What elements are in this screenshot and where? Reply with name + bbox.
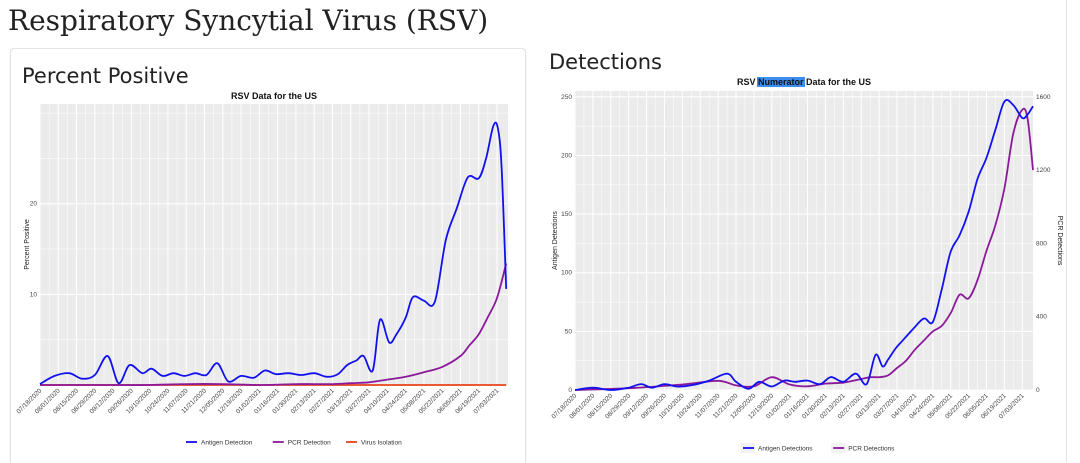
y2-tick-label: 400 <box>1036 314 1047 321</box>
percent-positive-heading: Percent Positive <box>22 64 189 88</box>
y-axis-label: Antigen Detections <box>552 211 559 270</box>
y-tick-label: 200 <box>561 152 572 159</box>
plot-panel <box>40 104 508 385</box>
detections-chart: RSV Numerator Data for the US07/18/20200… <box>550 77 1063 453</box>
percent-positive-chart: RSV Data for the US07/18/202008/01/20200… <box>15 91 508 447</box>
y-tick-label: 20 <box>30 201 38 208</box>
legend-item: Antigen Detections <box>741 443 813 453</box>
chart-title: RSV Data for the US <box>231 91 317 101</box>
y-tick-label: 50 <box>565 328 573 335</box>
y-tick-label: 250 <box>561 94 572 101</box>
legend-label: Virus Isolation <box>361 440 402 447</box>
legend-item: Virus Isolation <box>346 440 402 447</box>
y-axis-label: Percent Positive <box>24 219 31 270</box>
title-part: RSV <box>737 77 758 87</box>
legend-item: PCR Detection <box>272 440 331 447</box>
y2-tick-label: 0 <box>1036 387 1040 394</box>
legend-label: PCR Detection <box>288 440 331 447</box>
series-line-antigen-detections <box>574 99 1034 391</box>
y2-tick-label: 800 <box>1036 240 1047 247</box>
series-line-pcr-detections <box>574 107 1034 391</box>
series-line-pcr-detection <box>40 263 508 386</box>
y2-tick-label: 1200 <box>1036 167 1051 174</box>
y-tick-label: 100 <box>561 270 572 277</box>
y-tick-label: 10 <box>30 291 38 298</box>
detections-heading: Detections <box>549 50 662 74</box>
chart-title: RSV Numerator Data for the US <box>737 77 871 87</box>
panel-divider <box>1066 0 1067 462</box>
y-tick-label: 150 <box>561 211 572 218</box>
title-highlight-box <box>756 77 805 87</box>
series-line-antigen-detection <box>39 121 508 385</box>
legend-item: Antigen Detection <box>186 440 253 447</box>
y2-axis-label: PCR Detections <box>1056 216 1063 266</box>
legend-item: PCR Detections <box>831 443 895 453</box>
legend-label: Antigen Detection <box>201 440 253 447</box>
page-title: Respiratory Syncytial Virus (RSV) <box>8 4 489 37</box>
legend-label: Antigen Detections <box>758 446 813 453</box>
y2-tick-label: 1600 <box>1036 94 1051 101</box>
title-highlighted-word: Numerator <box>758 77 804 87</box>
y-tick-label: 0 <box>568 387 572 394</box>
legend-label: PCR Detections <box>848 446 895 453</box>
plot-panel <box>575 91 1033 390</box>
title-part: Data for the US <box>804 77 872 87</box>
